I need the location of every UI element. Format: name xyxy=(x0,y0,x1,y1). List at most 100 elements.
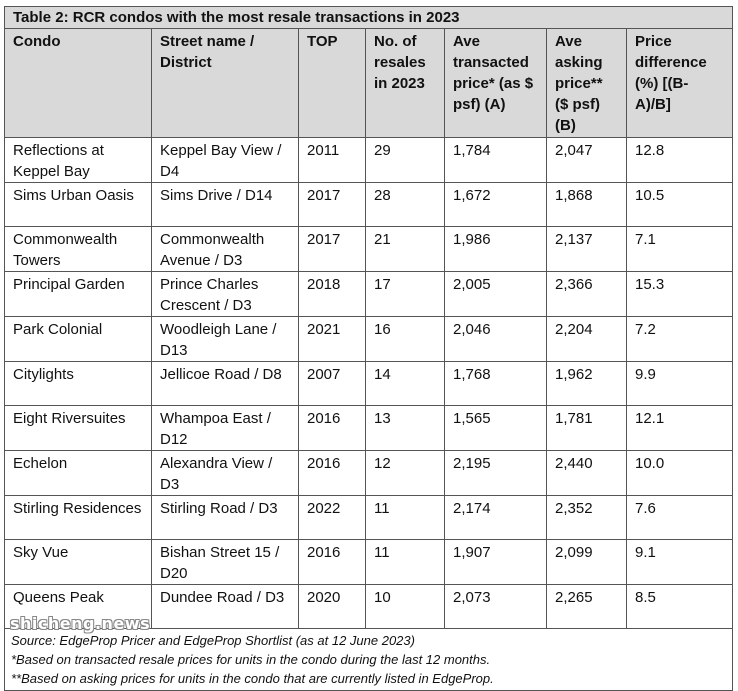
table-row: Park Colonial Woodleigh Lane / D13 2021 16 2… xyxy=(4,316,734,362)
cell-transacted-price: 2,174 xyxy=(444,495,547,540)
cell-top: 2022 xyxy=(298,495,366,540)
cell-condo: Echelon xyxy=(4,450,152,496)
footnote-transacted: *Based on transacted resale prices for u… xyxy=(11,652,491,667)
cell-street-district: Dundee Road / D3 xyxy=(151,584,299,629)
column-header: Ave asking price** ($ psf) (B) xyxy=(546,28,627,138)
cell-top: 2020 xyxy=(298,584,366,629)
cell-price-difference: 8.5 xyxy=(625,584,734,629)
table-row: Reflections at Keppel Bay Keppel Bay View… xyxy=(4,137,734,183)
cell-resales: 13 xyxy=(365,405,445,451)
column-header: Street name / District xyxy=(151,28,299,138)
cell-price-difference: 9.1 xyxy=(625,539,734,585)
cell-resales: 28 xyxy=(365,182,445,227)
cell-transacted-price: 1,565 xyxy=(444,405,547,451)
table-row: Principal Garden Prince Charles Crescent … xyxy=(4,271,734,317)
cell-price-difference: 12.1 xyxy=(625,405,734,451)
table-row: Queens Peak Dundee Road / D3 2020 10 2,073 2,… xyxy=(4,584,734,629)
cell-top: 2011 xyxy=(298,137,366,183)
cell-asking-price: 2,047 xyxy=(546,137,627,183)
cell-resales: 10 xyxy=(365,584,445,629)
cell-price-difference: 7.6 xyxy=(625,495,734,540)
cell-price-difference: 7.2 xyxy=(625,316,734,362)
column-header: Price difference (%) [(B-A)/B] xyxy=(625,28,734,138)
cell-asking-price: 2,352 xyxy=(546,495,627,540)
cell-condo: Commonwealth Towers xyxy=(4,226,152,272)
cell-transacted-price: 1,784 xyxy=(444,137,547,183)
cell-asking-price: 2,204 xyxy=(546,316,627,362)
table-row: Commonwealth Towers Commonwealth Avenue /… xyxy=(4,226,734,272)
table-row: Citylights Jellicoe Road / D8 2007 14 1,768 1… xyxy=(4,361,734,406)
cell-condo: Queens Peak xyxy=(4,584,152,629)
cell-resales: 11 xyxy=(365,539,445,585)
cell-top: 2017 xyxy=(298,226,366,272)
footnotes: Source: EdgeProp Pricer and EdgeProp Sho… xyxy=(3,628,734,691)
cell-resales: 12 xyxy=(365,450,445,496)
cell-resales: 21 xyxy=(365,226,445,272)
cell-condo: Sky Vue xyxy=(4,539,152,585)
cell-resales: 16 xyxy=(365,316,445,362)
cell-condo: Citylights xyxy=(4,361,152,406)
table-row: Stirling Residences Stirling Road / D3 202… xyxy=(4,495,734,540)
watermark-text: shicheng.news xyxy=(10,614,151,633)
cell-transacted-price: 1,986 xyxy=(444,226,547,272)
cell-street-district: Woodleigh Lane / D13 xyxy=(151,316,299,362)
cell-asking-price: 2,099 xyxy=(546,539,627,585)
cell-asking-price: 1,962 xyxy=(546,361,627,406)
cell-asking-price: 1,781 xyxy=(546,405,627,451)
cell-street-district: Commonwealth Avenue / D3 xyxy=(151,226,299,272)
cell-condo: Principal Garden xyxy=(4,271,152,317)
cell-resales: 11 xyxy=(365,495,445,540)
cell-transacted-price: 2,005 xyxy=(444,271,547,317)
cell-street-district: Alexandra View / D3 xyxy=(151,450,299,496)
cell-transacted-price: 1,907 xyxy=(444,539,547,585)
table-container: Table 2: RCR condos with the most resale… xyxy=(3,6,734,691)
cell-top: 2021 xyxy=(298,316,366,362)
cell-street-district: Sims Drive / D14 xyxy=(151,182,299,227)
cell-resales: 14 xyxy=(365,361,445,406)
column-header: No. of resales in 2023 xyxy=(365,28,445,138)
column-header: Condo xyxy=(4,28,152,138)
table-body: Reflections at Keppel Bay Keppel Bay View… xyxy=(4,137,734,629)
cell-transacted-price: 1,672 xyxy=(444,182,547,227)
cell-top: 2016 xyxy=(298,405,366,451)
cell-price-difference: 9.9 xyxy=(625,361,734,406)
column-header: Ave transacted price* (as $ psf) (A) xyxy=(444,28,547,138)
cell-transacted-price: 1,768 xyxy=(444,361,547,406)
cell-price-difference: 7.1 xyxy=(625,226,734,272)
cell-top: 2016 xyxy=(298,539,366,585)
table-row: Eight Riversuites Whampoa East / D12 2016 1… xyxy=(4,405,734,451)
cell-street-district: Stirling Road / D3 xyxy=(151,495,299,540)
cell-street-district: Keppel Bay View / D4 xyxy=(151,137,299,183)
table-row: Sky Vue Bishan Street 15 / D20 2016 11 1,907… xyxy=(4,539,734,585)
cell-asking-price: 1,868 xyxy=(546,182,627,227)
cell-condo: Eight Riversuites xyxy=(4,405,152,451)
cell-resales: 17 xyxy=(365,271,445,317)
cell-asking-price: 2,366 xyxy=(546,271,627,317)
cell-condo: Stirling Residences xyxy=(4,495,152,540)
cell-condo: Park Colonial xyxy=(4,316,152,362)
cell-condo: Reflections at Keppel Bay xyxy=(4,137,152,183)
footnote-source: Source: EdgeProp Pricer and EdgeProp Sho… xyxy=(11,633,415,648)
header-row: Condo Street name / District TOP No. of res… xyxy=(4,28,734,138)
cell-transacted-price: 2,046 xyxy=(444,316,547,362)
cell-asking-price: 2,265 xyxy=(546,584,627,629)
cell-top: 2007 xyxy=(298,361,366,406)
cell-resales: 29 xyxy=(365,137,445,183)
cell-top: 2016 xyxy=(298,450,366,496)
cell-street-district: Jellicoe Road / D8 xyxy=(151,361,299,406)
cell-street-district: Bishan Street 15 / D20 xyxy=(151,539,299,585)
table-row: Echelon Alexandra View / D3 2016 12 2,195 2,4… xyxy=(4,450,734,496)
cell-asking-price: 2,440 xyxy=(546,450,627,496)
cell-condo: Sims Urban Oasis xyxy=(4,182,152,227)
cell-transacted-price: 2,073 xyxy=(444,584,547,629)
cell-asking-price: 2,137 xyxy=(546,226,627,272)
cell-price-difference: 15.3 xyxy=(625,271,734,317)
resale-table: Table 2: RCR condos with the most resale… xyxy=(3,6,734,691)
cell-street-district: Prince Charles Crescent / D3 xyxy=(151,271,299,317)
cell-price-difference: 12.8 xyxy=(625,137,734,183)
table-title: Table 2: RCR condos with the most resale… xyxy=(3,6,734,29)
cell-price-difference: 10.5 xyxy=(625,182,734,227)
cell-transacted-price: 2,195 xyxy=(444,450,547,496)
cell-price-difference: 10.0 xyxy=(625,450,734,496)
cell-top: 2017 xyxy=(298,182,366,227)
